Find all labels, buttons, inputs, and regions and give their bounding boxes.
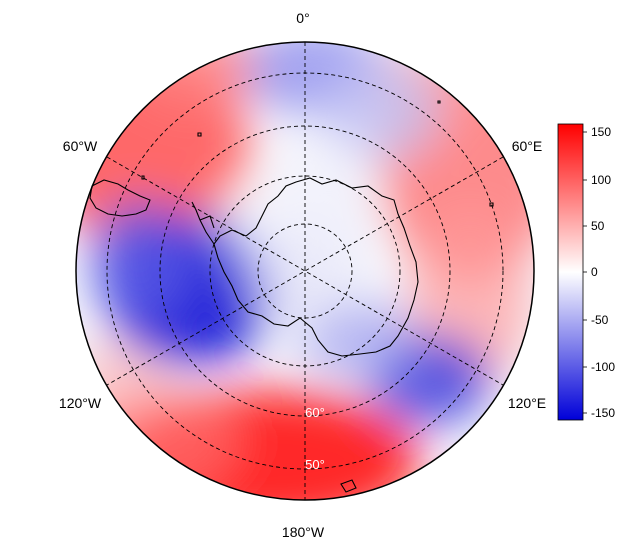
colorbar-ticks [583,131,587,414]
lat-label-50: 50° [305,457,325,472]
meridian-60e-120w [106,156,504,386]
small-island-d [340,479,357,493]
lat-label-60: 60° [305,405,325,420]
colorbar-tick-neg50: -50 [591,313,609,327]
small-island-b [437,100,441,104]
longitude-labels: 0° 60°W 60°E 120°W 120°E 180°W [59,10,546,540]
colorbar-tick-neg150: -150 [591,406,615,420]
colorbar-gradient [557,123,584,421]
graticule [106,42,504,500]
lon-label-lower-left: 120°W [59,395,102,411]
anomaly-field [76,42,534,500]
colorbar-tick-100: 100 [591,173,611,187]
antarctica-coastline [213,177,419,357]
antarctic-peninsula [191,201,215,245]
colorbar-tick-neg100: -100 [591,360,615,374]
lon-label-bottom: 180°W [282,524,325,540]
colorbar-tick-150: 150 [591,125,611,139]
small-island-c [489,202,494,207]
meridian-60w-120e [106,156,504,386]
colorbar: 150 100 50 0 -50 -100 -150 [557,123,615,421]
lon-label-upper-right: 60°E [512,138,543,154]
colorbar-tick-0: 0 [591,265,598,279]
colorbar-tick-50: 50 [591,219,605,233]
latitude-labels: 60° 50° [305,405,325,472]
small-island-e [141,175,145,180]
small-island-a [197,132,202,137]
map-boundary [75,41,535,501]
lon-label-lower-right: 120°E [508,395,546,411]
coastlines [89,100,494,493]
south-america-tip [89,179,151,217]
lon-label-upper-left: 60°W [63,138,98,154]
lon-label-top: 0° [296,10,309,26]
